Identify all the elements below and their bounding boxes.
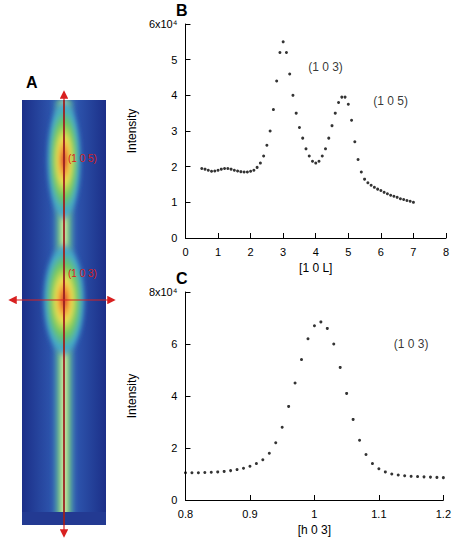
svg-text:5: 5 [345, 246, 351, 258]
svg-text:6x10⁴: 6x10⁴ [149, 18, 178, 30]
svg-text:3: 3 [280, 246, 286, 258]
svg-text:4: 4 [171, 89, 177, 101]
svg-text:[h 0 3]: [h 0 3] [298, 523, 331, 537]
svg-text:0.9: 0.9 [242, 508, 257, 520]
svg-text:2: 2 [171, 442, 177, 454]
svg-text:(1 0 3): (1 0 3) [308, 60, 343, 74]
svg-text:[1 0 L]: [1 0 L] [299, 261, 332, 275]
svg-text:1: 1 [171, 196, 177, 208]
svg-text:0.8: 0.8 [178, 508, 193, 520]
svg-text:7: 7 [410, 246, 416, 258]
svg-text:4: 4 [171, 390, 177, 402]
svg-text:1.2: 1.2 [436, 508, 451, 520]
svg-text:2: 2 [171, 161, 177, 173]
svg-text:6: 6 [171, 338, 177, 350]
svg-text:(1 0 5): (1 0 5) [373, 94, 408, 108]
svg-text:C: C [176, 270, 188, 287]
svg-text:0: 0 [182, 246, 188, 258]
svg-text:4: 4 [313, 246, 319, 258]
svg-text:5: 5 [171, 54, 177, 66]
svg-text:A: A [26, 74, 38, 91]
svg-text:2: 2 [248, 246, 254, 258]
svg-text:1.1: 1.1 [371, 508, 386, 520]
svg-text:8x10⁴: 8x10⁴ [149, 286, 178, 298]
svg-text:Intensity: Intensity [125, 109, 139, 154]
svg-text:0: 0 [171, 494, 177, 506]
svg-text:6: 6 [378, 246, 384, 258]
svg-text:Intensity: Intensity [125, 374, 139, 419]
svg-text:(1 0 3): (1 0 3) [394, 337, 429, 351]
svg-text:(1 0 5): (1 0 5) [68, 153, 97, 164]
svg-text:(1 0 3): (1 0 3) [68, 268, 97, 279]
svg-text:B: B [176, 2, 188, 19]
svg-text:0: 0 [171, 232, 177, 244]
svg-text:1: 1 [311, 508, 317, 520]
svg-text:1: 1 [215, 246, 221, 258]
svg-text:8: 8 [443, 246, 449, 258]
svg-text:3: 3 [171, 125, 177, 137]
